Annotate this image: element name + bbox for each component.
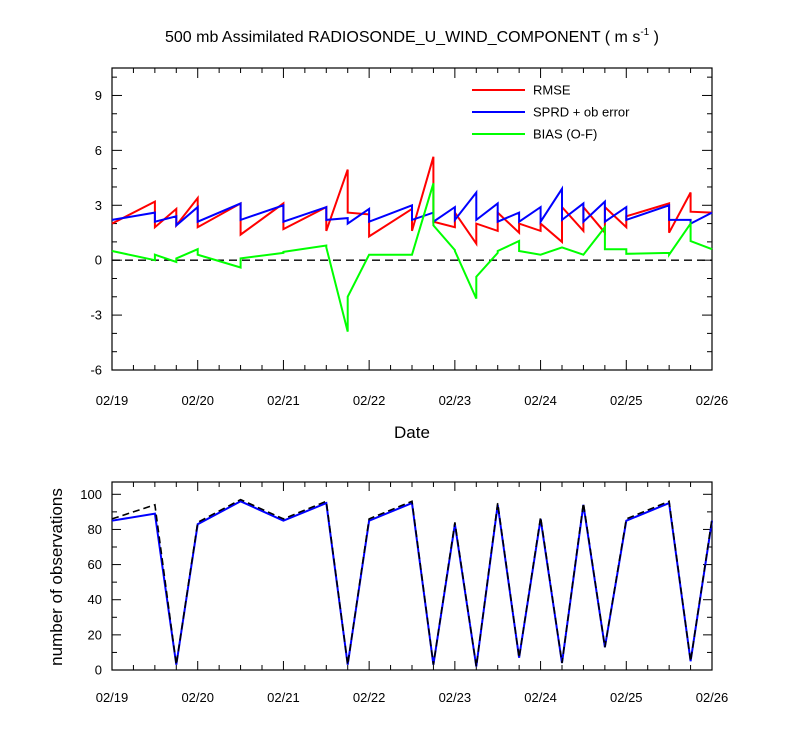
bottom-y-tick-label: 40 xyxy=(88,592,102,607)
top-panel: 02/19 02/20 02/21 02/22 02/23 02/24 02/25 02/26… xyxy=(90,67,729,408)
top-y-tick-label: -3 xyxy=(90,308,102,323)
bottom-y-axis-title: number of observations xyxy=(47,488,66,666)
top-y-tick-label: 0 xyxy=(95,253,102,268)
bottom-y-tick-label: 100 xyxy=(80,487,102,502)
bottom-x-tick-label: 02/23 xyxy=(439,690,472,705)
top-x-tick-label: 02/21 xyxy=(267,393,300,408)
top-series-rmse xyxy=(111,156,713,247)
bottom-x-tick-label: 02/20 xyxy=(181,690,214,705)
legend-label: BIAS (O-F) xyxy=(533,127,597,142)
top-x-tick-label: 02/23 xyxy=(439,393,472,408)
top-y-tick-label: -6 xyxy=(90,363,102,378)
top-x-tick-label: 02/25 xyxy=(610,393,643,408)
top-y-tick-label: 6 xyxy=(95,143,102,158)
bottom-x-tick-label: 02/22 xyxy=(353,690,386,705)
bottom-series-observations-possible xyxy=(111,498,713,667)
top-x-tick-label: 02/22 xyxy=(353,393,386,408)
top-x-axis-title: Date xyxy=(394,423,430,442)
top-x-tick-label: 02/26 xyxy=(696,393,729,408)
legend-label: RMSE xyxy=(533,83,571,98)
bottom-series-observations-assimilated xyxy=(111,500,713,667)
chart-title: 500 mb Assimilated RADIOSONDE_U_WIND_COM… xyxy=(165,27,659,46)
top-x-tick-label: 02/24 xyxy=(524,393,557,408)
bottom-x-tick-label: 02/26 xyxy=(696,690,729,705)
bottom-y-tick-label: 60 xyxy=(88,557,102,572)
bottom-panel: 02/19 02/20 02/21 02/22 02/23 02/24 02/25 02/26… xyxy=(80,481,729,705)
bottom-x-tick-label: 02/24 xyxy=(524,690,557,705)
bottom-y-tick-label: 0 xyxy=(95,663,102,678)
bottom-x-tick-label: 02/21 xyxy=(267,690,300,705)
top-series-sprd-ob-error xyxy=(111,185,713,228)
bottom-x-tick-label: 02/25 xyxy=(610,690,643,705)
bottom-y-tick-label: 80 xyxy=(88,522,102,537)
bottom-y-tick-label: 20 xyxy=(88,627,102,642)
legend-label: SPRD + ob error xyxy=(533,105,630,120)
bottom-x-tick-label: 02/19 xyxy=(96,690,129,705)
top-y-tick-label: 9 xyxy=(95,88,102,103)
top-y-tick-label: 3 xyxy=(95,198,102,213)
top-series-bias-o-f xyxy=(111,183,713,332)
top-x-tick-label: 02/19 xyxy=(96,393,129,408)
top-x-tick-label: 02/20 xyxy=(181,393,214,408)
